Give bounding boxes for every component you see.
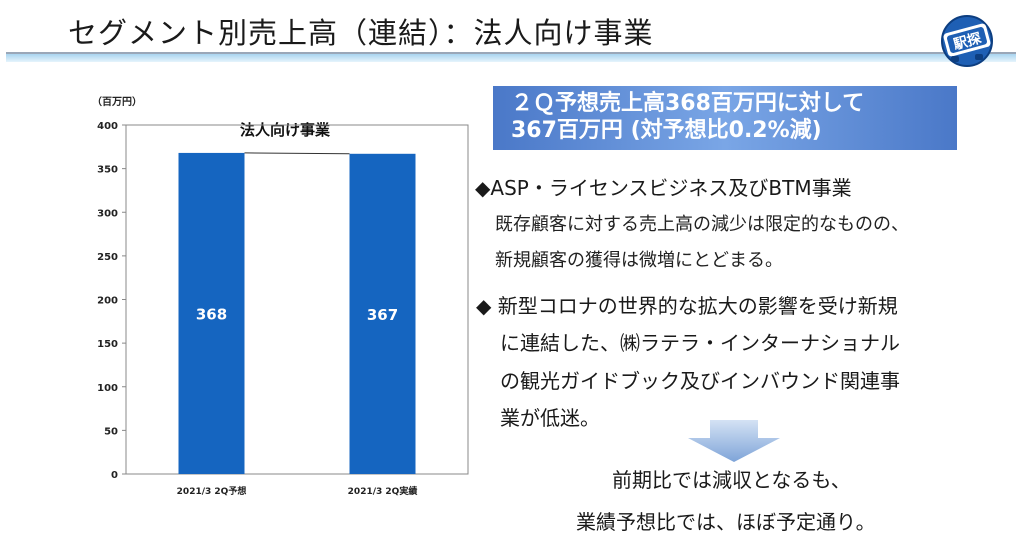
y-tick-label: 400	[97, 121, 118, 132]
x-category-label: 2021/3 2Q実績	[348, 485, 418, 497]
conclusion-line-1: 前期比では減収となるも、	[612, 468, 851, 492]
bullet-corona-line-4: 業が低迷。	[500, 406, 600, 430]
chart-unit-label: （百万円）	[92, 95, 142, 108]
bullet-corona-line-3: の観光ガイドブック及びインバウンド関連事	[500, 369, 900, 393]
x-category-label: 2021/3 2Q予想	[177, 485, 247, 497]
down-arrow-icon	[688, 420, 780, 462]
chart-plot-area	[125, 124, 469, 475]
bullet-corona-line-2: に連結した、㈱ラテラ・インターナショナル	[500, 331, 900, 355]
y-tick-label: 250	[97, 252, 118, 263]
bar-connector-line	[244, 152, 350, 155]
conclusion-line-2: 業績予想比では、ほぼ予定通り。	[576, 510, 876, 534]
headline-box: ２Ｑ予想売上高368百万円に対して 367百万円 (対予想比0.2%減)	[493, 86, 957, 150]
bullet-corona-line-1: ◆ 新型コロナの世界的な拡大の影響を受け新規	[476, 294, 898, 318]
logo-text: 駅探	[952, 30, 983, 54]
y-tick-label: 50	[104, 426, 118, 437]
y-tick-label: 200	[97, 296, 118, 307]
bar-2	[349, 153, 416, 475]
y-tick-label: 150	[97, 339, 118, 350]
bullet-asp-line-1: 既存顧客に対する売上高の減少は限定的なものの、	[495, 214, 909, 235]
title-bar: セグメント別売上高（連結）：法人向け事業	[6, 4, 1016, 62]
bar-value-label: 367	[367, 306, 398, 324]
bar-1	[178, 152, 245, 475]
headline-line-2: 367百万円 (対予想比0.2%減)	[511, 118, 822, 143]
y-tick-label: 350	[97, 165, 118, 176]
bullet-asp-title: ◆ASP・ライセンスビジネス及びBTM事業	[475, 176, 852, 200]
y-tick-label: 100	[97, 383, 118, 394]
bar-value-label: 368	[196, 305, 227, 323]
ekitan-logo-icon: 駅探	[941, 15, 993, 67]
bullet-asp-line-2: 新規顧客の獲得は微増にとどまる。	[495, 250, 783, 271]
headline-line-1: ２Ｑ予想売上高368百万円に対して	[511, 91, 865, 116]
sales-bar-chart: （百万円） 法人向け事業 0 50 100 150 200 250 300 350 400 36…	[92, 95, 469, 497]
page-title: セグメント別売上高（連結）：法人向け事業	[68, 16, 654, 50]
y-tick-label: 0	[111, 470, 118, 481]
y-tick-label: 300	[97, 208, 118, 219]
chart-title: 法人向け事業	[240, 121, 331, 139]
